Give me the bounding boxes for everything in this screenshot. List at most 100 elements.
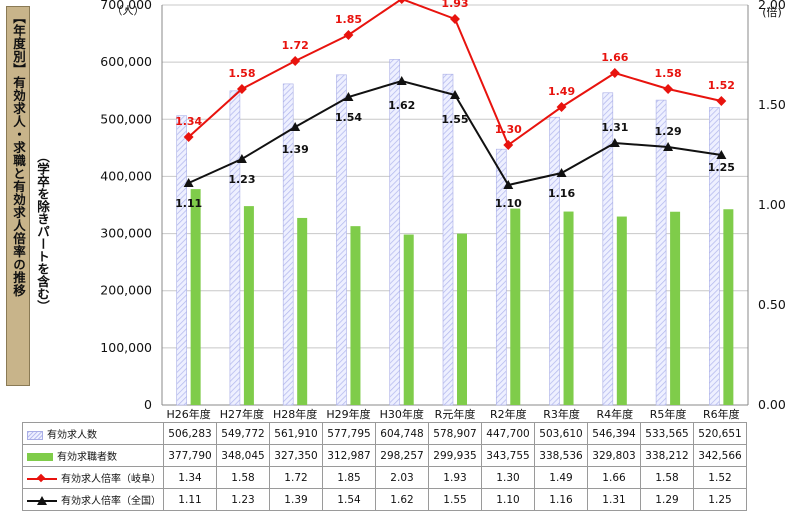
data-label: 1.39 bbox=[282, 143, 309, 156]
data-label: 1.23 bbox=[228, 173, 255, 186]
bar bbox=[549, 116, 560, 406]
table-cell: 312,987 bbox=[322, 444, 376, 467]
bar bbox=[389, 59, 401, 406]
bar bbox=[709, 107, 720, 406]
bar bbox=[442, 73, 454, 406]
x-category-label: H28年度 bbox=[273, 407, 317, 420]
point bbox=[609, 138, 620, 147]
data-label: 1.25 bbox=[708, 161, 735, 174]
x-category-label: R2年度 bbox=[490, 407, 527, 420]
point bbox=[556, 168, 567, 177]
table-cell: 1.16 bbox=[534, 488, 588, 511]
bar bbox=[723, 209, 734, 405]
table-cell: 520,651 bbox=[693, 422, 747, 445]
table-cell: 1.39 bbox=[269, 488, 323, 511]
bar bbox=[510, 208, 521, 405]
point bbox=[290, 122, 301, 131]
data-label: 1.58 bbox=[228, 67, 255, 80]
x-category-label: H27年度 bbox=[220, 407, 264, 420]
data-label: 1.10 bbox=[495, 197, 522, 210]
x-category-label: R3年度 bbox=[543, 407, 580, 420]
right-axis-unit: (倍) bbox=[762, 5, 782, 19]
right-tick-label: 0.50 bbox=[758, 297, 786, 312]
data-label: 1.66 bbox=[601, 51, 628, 64]
x-category-label: R5年度 bbox=[650, 407, 687, 420]
left-tick-label: 200,000 bbox=[100, 283, 152, 298]
table-cell: 298,257 bbox=[375, 444, 429, 467]
point bbox=[450, 90, 460, 99]
x-category-label: R4年度 bbox=[596, 407, 633, 420]
left-tick-label: 500,000 bbox=[100, 111, 152, 126]
table-cell: 561,910 bbox=[269, 422, 323, 445]
table-cell: 327,350 bbox=[269, 444, 323, 467]
x-category-label: H30年度 bbox=[380, 407, 424, 420]
table-cell: 1.25 bbox=[693, 488, 747, 511]
right-tick-label: 0.00 bbox=[758, 397, 786, 412]
bar bbox=[616, 216, 627, 405]
table-cell: 1.54 bbox=[322, 488, 376, 511]
point bbox=[663, 142, 674, 151]
table-cell: 1.93 bbox=[428, 466, 482, 489]
right-tick-label: 2.00 bbox=[758, 0, 786, 12]
data-label: 1.55 bbox=[441, 113, 468, 126]
table-cell: 447,700 bbox=[481, 422, 535, 445]
data-table: 有効求人数 506,283 549,772 561,910 577,795 604,748… bbox=[22, 422, 747, 511]
point bbox=[503, 140, 514, 150]
bar bbox=[655, 99, 667, 406]
table-cell: 1.58 bbox=[640, 466, 694, 489]
left-tick-label: 700,000 bbox=[100, 0, 152, 12]
left-tick-label: 300,000 bbox=[100, 226, 152, 241]
data-label: 1.58 bbox=[655, 67, 682, 80]
point bbox=[716, 150, 727, 159]
data-label: 1.31 bbox=[601, 121, 628, 134]
bar bbox=[602, 92, 614, 406]
legend-cell: 有効求人倍率（全国） bbox=[22, 488, 164, 511]
side-title-box: 【年度別】有効求人・求職と有効求人倍率の推移 bbox=[6, 6, 30, 386]
point bbox=[556, 102, 567, 112]
data-label: 1.54 bbox=[335, 111, 362, 124]
point bbox=[236, 154, 247, 163]
bar bbox=[297, 217, 308, 405]
table-cell: 549,772 bbox=[216, 422, 270, 445]
side-subtitle: （学卒を除きパートを含む） bbox=[35, 150, 50, 313]
table-cell: 1.34 bbox=[163, 466, 217, 489]
table-cell: 299,935 bbox=[428, 444, 482, 467]
x-category-label: H29年度 bbox=[326, 407, 370, 420]
data-label: 1.62 bbox=[388, 99, 415, 112]
bar bbox=[336, 74, 347, 406]
bar bbox=[282, 83, 294, 406]
right-tick-label: 1.50 bbox=[758, 97, 786, 112]
bar bbox=[229, 90, 241, 406]
point bbox=[183, 132, 194, 142]
bar bbox=[495, 148, 507, 406]
side-title: 【年度別】有効求人・求職と有効求人倍率の推移 bbox=[11, 11, 26, 297]
bar bbox=[190, 189, 201, 405]
left-tick-label: 0 bbox=[144, 397, 152, 412]
left-axis-unit: （人） bbox=[112, 4, 145, 17]
data-label: 1.52 bbox=[708, 79, 735, 92]
table-cell: 1.72 bbox=[269, 466, 323, 489]
table-cell: 1.58 bbox=[216, 466, 270, 489]
table-cell: 1.52 bbox=[693, 466, 747, 489]
bar bbox=[670, 211, 681, 405]
data-label: 1.49 bbox=[548, 85, 575, 98]
point bbox=[396, 76, 407, 85]
table-cell: 1.11 bbox=[163, 488, 217, 511]
table-cell: 348,045 bbox=[216, 444, 270, 467]
table-cell: 1.66 bbox=[587, 466, 641, 489]
table-cell: 342,566 bbox=[693, 444, 747, 467]
table-cell: 1.30 bbox=[481, 466, 535, 489]
bar bbox=[350, 226, 361, 405]
table-cell: 1.31 bbox=[587, 488, 641, 511]
legend-label: 有効求人数 bbox=[47, 430, 97, 441]
legend-cell: 有効求人数 bbox=[22, 422, 164, 445]
table-cell: 604,748 bbox=[375, 422, 429, 445]
table-row: 有効求人倍率（全国） 1.11 1.23 1.39 1.54 1.62 1.55 1.10 1.… bbox=[22, 488, 747, 511]
table-cell: 1.62 bbox=[375, 488, 429, 511]
point bbox=[183, 178, 194, 187]
table-cell: 2.03 bbox=[375, 466, 429, 489]
x-category-label: R6年度 bbox=[703, 407, 740, 420]
left-tick-label: 100,000 bbox=[100, 340, 152, 355]
table-row: 有効求人数 506,283 549,772 561,910 577,795 604,748… bbox=[22, 422, 747, 445]
legend-cell: 有効求職者数 bbox=[22, 444, 164, 467]
